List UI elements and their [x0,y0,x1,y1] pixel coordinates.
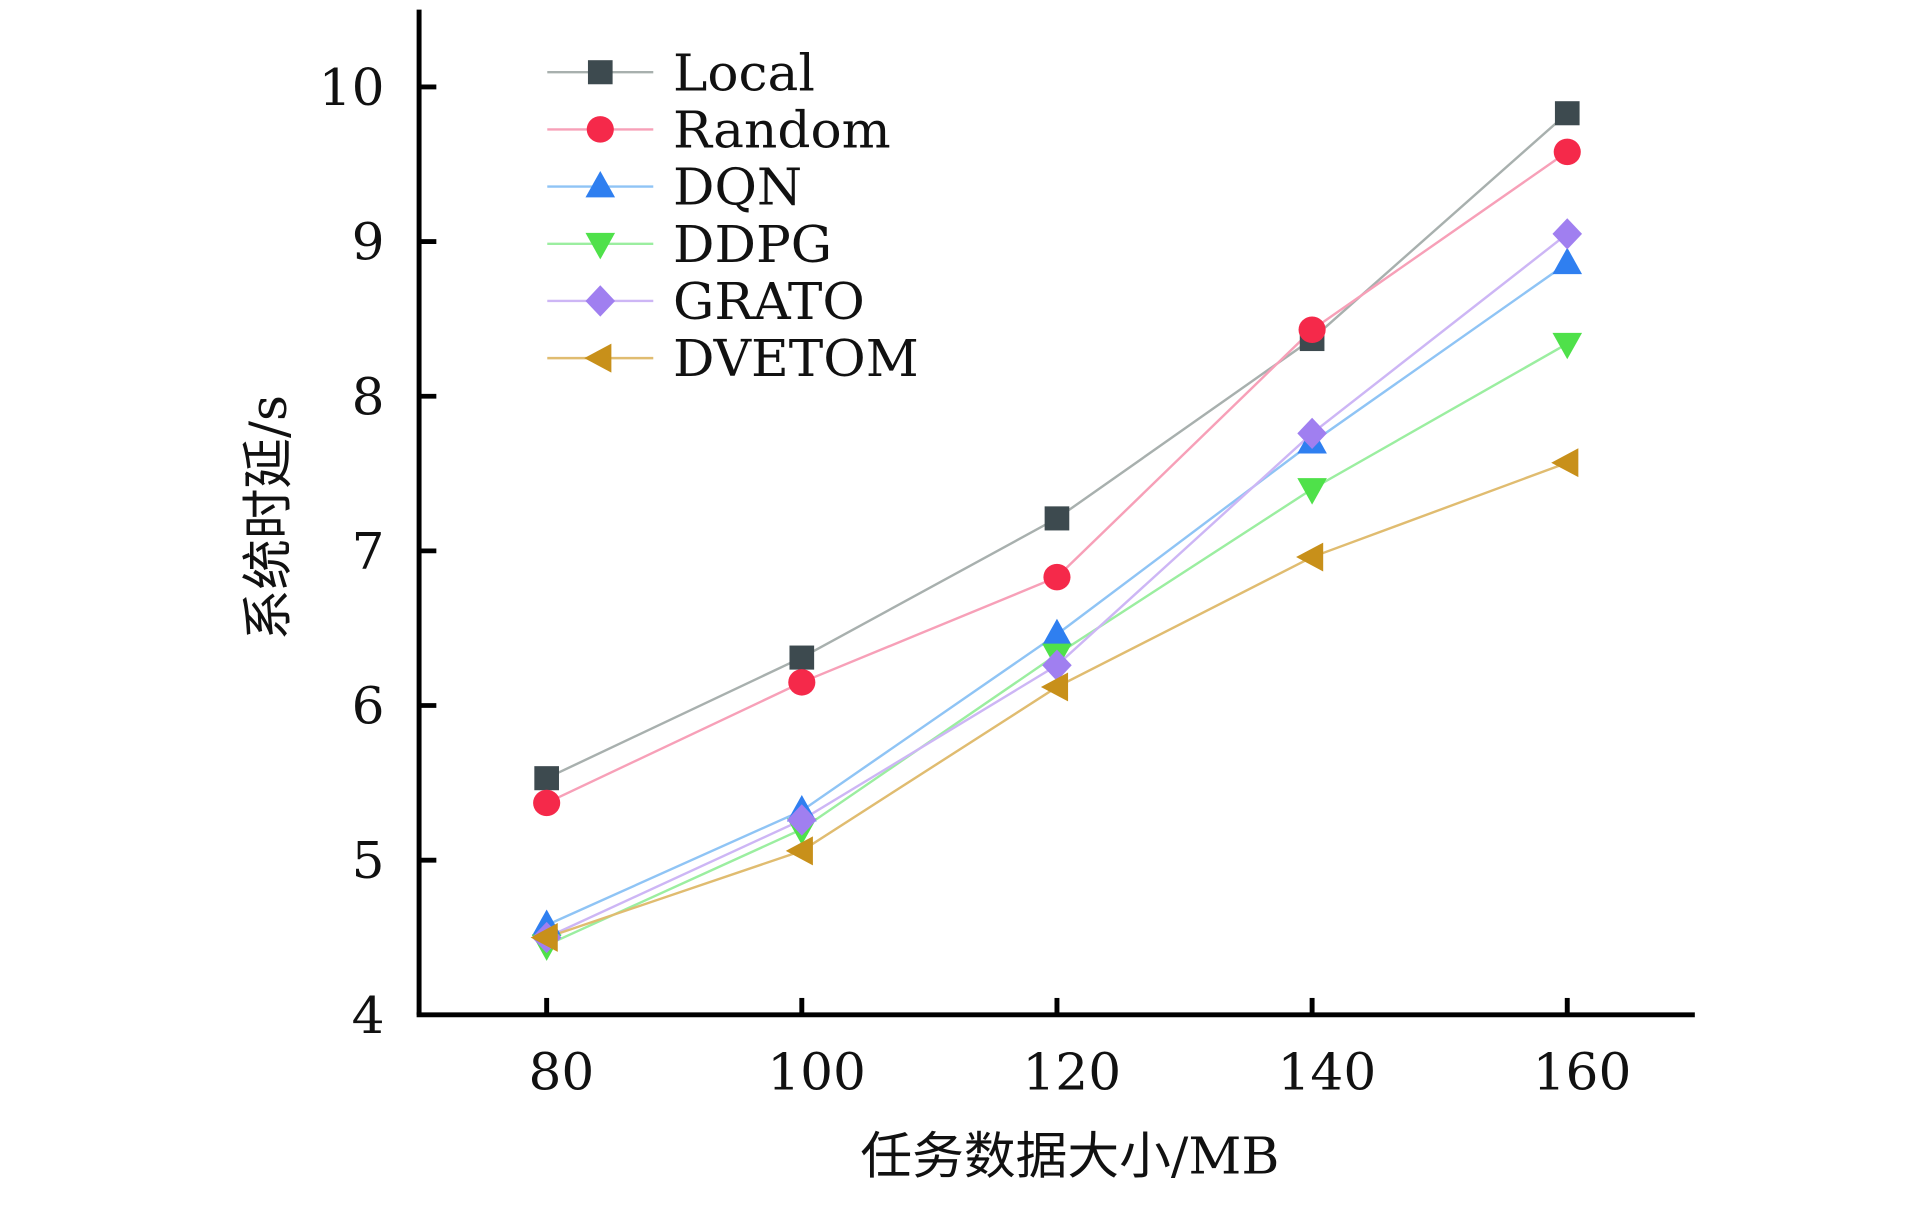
data-point [1040,672,1069,702]
data-point [1297,417,1327,449]
data-point [1044,506,1070,531]
data-point [1552,332,1583,360]
legend-item-local: Local [547,45,815,103]
x-tick-label: 80 [529,1044,595,1102]
data-point [1298,316,1326,343]
legend-label: Local [673,45,815,103]
legend-item-dvetom: DVETOM [547,331,919,389]
series-markers-random [533,138,1581,817]
x-tick-label: 100 [767,1044,866,1102]
legend-item-grato: GRATO [547,274,865,332]
legend-label: GRATO [673,274,865,332]
legend-marker [585,285,616,317]
y-axis-title: 系统时延/s [239,395,299,640]
legend-label: DVETOM [673,331,919,389]
data-point [1553,138,1581,166]
data-point [1297,478,1327,505]
y-tick-label: 4 [352,987,385,1045]
data-point [1551,448,1579,478]
data-point [534,766,559,791]
y-tick-label: 9 [352,214,385,272]
x-tick-label: 160 [1533,1044,1632,1102]
x-ticks: 80 100 120 140 160 [529,997,1632,1102]
legend-label: Random [673,102,891,160]
data-point [530,923,558,952]
y-tick-label: 5 [352,833,385,891]
y-tick-label: 7 [352,523,385,581]
legend-item-dqn: DQN [547,159,802,217]
series-markers-ddpg [531,332,1583,961]
legend-marker [585,170,616,198]
legend-label: DQN [673,159,802,217]
data-point [1042,618,1072,646]
data-point [789,645,815,670]
data-point [1552,218,1583,250]
series-layer [530,101,1583,961]
series-markers-dvetom [530,448,1579,952]
x-tick-label: 140 [1277,1044,1376,1102]
data-point [788,669,816,696]
data-point [1043,563,1071,591]
y-tick-label: 8 [352,369,385,427]
x-tick-label: 120 [1022,1044,1121,1102]
y-tick-label: 10 [319,60,385,118]
y-ticks: 4 5 6 7 8 9 10 [319,60,437,1046]
legend-marker [587,60,613,85]
legend-item-random: Random [547,102,891,160]
legend-label: DDPG [673,216,832,274]
data-point [787,804,817,836]
y-tick-label: 6 [352,678,385,736]
legend-item-ddpg: DDPG [547,216,832,275]
data-point [785,836,813,866]
data-point [1552,247,1583,275]
x-axis-title: 任务数据大小/MB [860,1128,1279,1186]
axes: 4 5 6 7 8 9 10 80 100 120 140 160 [319,9,1695,1102]
data-point [533,789,561,817]
legend-marker [586,116,614,143]
legend-marker [584,343,612,373]
legend-marker [585,232,616,260]
data-point [1296,542,1324,572]
data-point [1554,101,1580,126]
